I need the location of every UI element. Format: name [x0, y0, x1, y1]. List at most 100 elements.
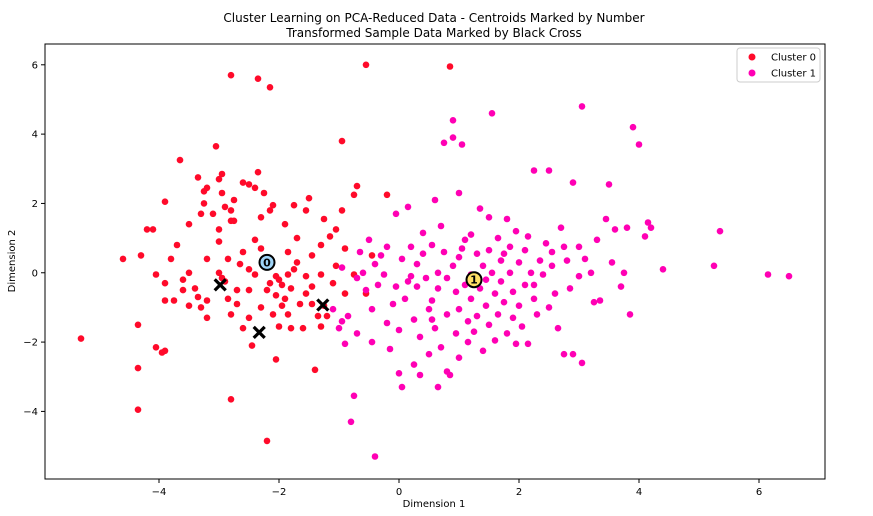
point-cluster-1: [518, 323, 526, 330]
point-cluster-1: [455, 354, 463, 362]
point-cluster-0: [173, 241, 181, 249]
point-cluster-0: [197, 304, 205, 311]
point-cluster-1: [503, 330, 511, 337]
point-cluster-1: [425, 350, 433, 358]
point-cluster-0: [134, 406, 142, 414]
point-cluster-1: [479, 262, 487, 270]
point-cluster-1: [488, 269, 496, 277]
point-cluster-1: [455, 253, 463, 261]
point-cluster-1: [374, 281, 382, 289]
point-cluster-1: [350, 392, 358, 400]
point-cluster-1: [353, 274, 361, 282]
point-cluster-1: [437, 344, 445, 351]
point-cluster-1: [530, 167, 538, 174]
point-cluster-0: [197, 210, 205, 218]
point-cluster-1: [398, 255, 406, 263]
point-cluster-0: [368, 252, 376, 259]
point-cluster-1: [530, 281, 538, 289]
point-cluster-0: [308, 283, 316, 290]
point-cluster-0: [203, 314, 211, 322]
point-cluster-0: [257, 304, 265, 311]
point-cluster-1: [440, 139, 448, 147]
point-cluster-1: [452, 288, 460, 296]
point-cluster-0: [245, 314, 253, 322]
point-cluster-1: [410, 316, 418, 323]
point-cluster-0: [290, 266, 298, 273]
point-cluster-0: [224, 295, 232, 303]
point-cluster-0: [284, 248, 292, 256]
point-cluster-1: [473, 312, 481, 320]
point-cluster-0: [218, 189, 226, 197]
point-cluster-0: [260, 189, 268, 197]
point-cluster-1: [416, 333, 424, 341]
point-cluster-0: [245, 286, 253, 294]
point-cluster-0: [293, 259, 301, 266]
point-cluster-0: [305, 194, 313, 202]
sample-cross-0: [213, 278, 227, 292]
point-cluster-0: [215, 175, 223, 183]
point-cluster-1: [578, 359, 586, 367]
point-cluster-1: [449, 134, 457, 141]
point-cluster-0: [167, 255, 175, 263]
point-cluster-0: [149, 226, 157, 233]
point-cluster-1: [635, 141, 643, 148]
point-cluster-0: [293, 234, 301, 242]
centroid-marker-0: [258, 253, 276, 271]
point-cluster-0: [152, 344, 160, 351]
point-cluster-1: [503, 215, 511, 223]
y-tick-label: 4: [32, 130, 38, 141]
x-tick-label: 6: [756, 487, 762, 498]
point-cluster-1: [464, 318, 472, 325]
point-cluster-0: [245, 266, 253, 273]
point-cluster-0: [302, 207, 310, 214]
point-cluster-1: [443, 274, 451, 282]
point-cluster-1: [521, 246, 529, 254]
point-cluster-0: [278, 302, 286, 310]
point-cluster-0: [209, 210, 217, 218]
point-cluster-1: [458, 141, 466, 148]
point-cluster-0: [281, 295, 289, 303]
point-cluster-1: [482, 302, 490, 310]
point-cluster-1: [344, 312, 352, 320]
point-cluster-1: [785, 272, 793, 280]
point-cluster-0: [383, 191, 391, 199]
point-cluster-0: [161, 279, 169, 287]
legend-label-cluster-1: Cluster 1: [771, 69, 816, 80]
point-cluster-1: [434, 285, 442, 292]
point-cluster-0: [230, 217, 238, 225]
x-tick-label: −4: [152, 487, 167, 498]
point-cluster-0: [341, 245, 349, 252]
point-cluster-1: [434, 269, 442, 277]
point-cluster-1: [764, 271, 772, 278]
point-cluster-1: [407, 243, 415, 251]
point-cluster-1: [524, 233, 532, 240]
legend-label-cluster-0: Cluster 0: [771, 53, 816, 64]
point-cluster-0: [257, 245, 265, 252]
point-cluster-1: [473, 250, 481, 257]
point-cluster-1: [524, 340, 532, 348]
point-cluster-1: [446, 371, 454, 379]
point-cluster-0: [227, 396, 235, 403]
point-cluster-1: [608, 259, 616, 266]
point-cluster-1: [365, 236, 373, 244]
point-cluster-1: [470, 328, 478, 336]
point-cluster-1: [476, 205, 484, 212]
legend-marker-cluster-0: [748, 53, 756, 61]
point-cluster-0: [221, 203, 229, 211]
point-cluster-0: [266, 84, 274, 91]
point-cluster-1: [647, 224, 655, 231]
x-tick-label: −2: [272, 487, 287, 498]
point-cluster-1: [389, 300, 397, 308]
point-cluster-0: [281, 220, 289, 228]
point-cluster-1: [497, 257, 505, 264]
point-cluster-1: [548, 248, 556, 256]
point-cluster-0: [134, 321, 142, 329]
point-cluster-0: [185, 220, 193, 228]
point-cluster-1: [527, 269, 535, 277]
point-cluster-1: [371, 453, 379, 460]
point-cluster-1: [563, 257, 571, 264]
point-cluster-1: [629, 123, 637, 131]
y-tick-label: −2: [23, 338, 38, 349]
point-cluster-1: [491, 337, 499, 344]
